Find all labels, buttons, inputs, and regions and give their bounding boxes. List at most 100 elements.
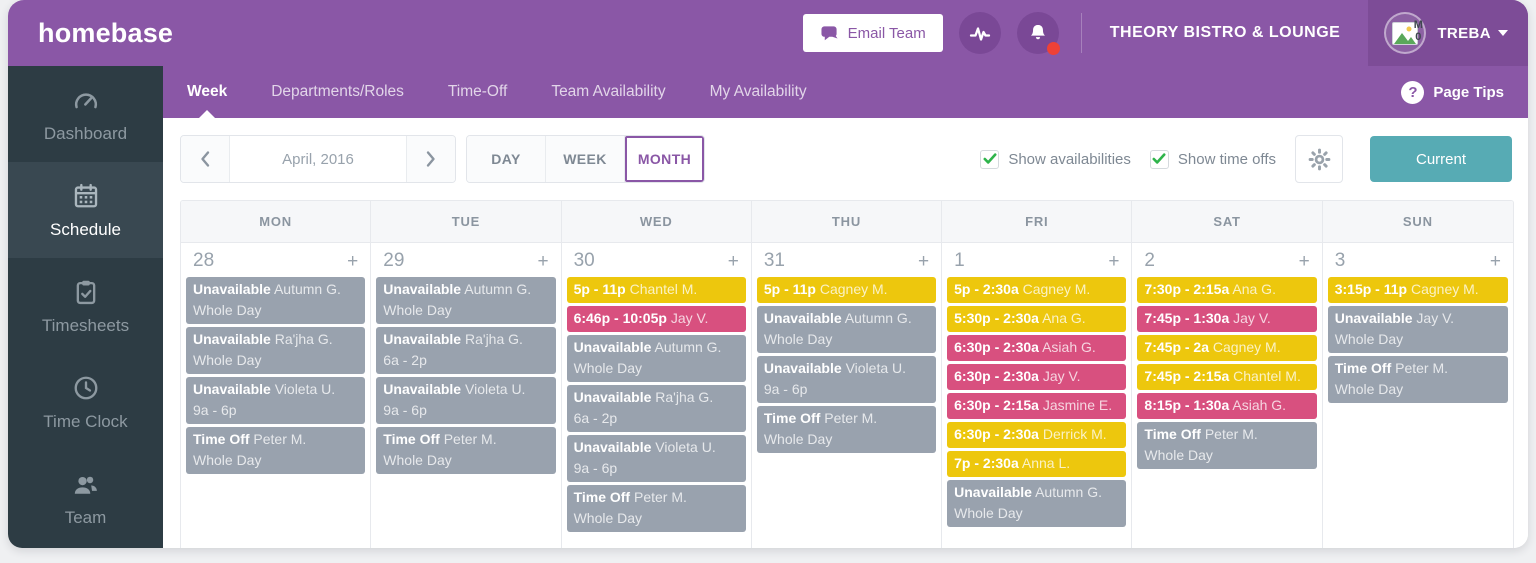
event-detail: Whole Day (763, 431, 833, 447)
day-header-thu: THU (752, 201, 943, 242)
unavailable-event[interactable]: Unavailable Ra'jha G. 6a - 2p (376, 327, 556, 374)
shift-event[interactable]: 7:30p - 2:15a Ana G. (1137, 277, 1317, 303)
sidebar-item-team[interactable]: Team (8, 450, 163, 546)
shift-event[interactable]: 5p - 11p Chantel M. (566, 277, 746, 303)
day-cell-top: 3 + (1323, 243, 1513, 277)
add-shift-button[interactable]: + (347, 250, 359, 272)
event-detail: 9a - 6p (383, 402, 427, 418)
activity-pulse-button[interactable] (958, 12, 1001, 54)
time-off-event[interactable]: Time Off Peter M. Whole Day (756, 406, 937, 453)
unavailable-event[interactable]: Unavailable Autumn G. Whole Day (947, 480, 1127, 527)
unavailable-event[interactable]: Unavailable Autumn G. Whole Day (566, 335, 746, 382)
sidebar-item-time-clock[interactable]: Time Clock (8, 354, 163, 450)
subnav-tabs: Week Departments/Roles Time-Off Team Availa… (187, 66, 807, 118)
current-button[interactable]: Current (1370, 136, 1512, 182)
unavailable-event[interactable]: Unavailable Ra'jha G. 6a - 2p (566, 385, 746, 432)
prev-month-button[interactable] (181, 136, 229, 182)
event-bold-text: 3:15p - 11p (1334, 281, 1408, 297)
time-off-event[interactable]: Time Off Peter M. Whole Day (1137, 422, 1317, 469)
chat-bubble-icon (820, 25, 839, 42)
settings-button[interactable] (1295, 135, 1343, 183)
unavailable-event[interactable]: Unavailable Jay V. Whole Day (1327, 306, 1508, 353)
event-person-name: Peter M. (824, 410, 878, 426)
unavailable-event[interactable]: Unavailable Autumn G. Whole Day (756, 306, 937, 353)
tab-team-availability[interactable]: Team Availability (551, 83, 666, 100)
unavailable-event[interactable]: Unavailable Violeta U. 9a - 6p (756, 356, 937, 403)
checkbox-show-time-offs[interactable]: Show time offs (1149, 149, 1276, 169)
event-detail: Whole Day (193, 452, 262, 468)
day-number: 3 (1334, 250, 1346, 271)
shift-event[interactable]: 6:30p - 2:15a Jasmine E. (947, 393, 1127, 419)
add-shift-button[interactable]: + (537, 250, 549, 272)
event-person-name: Peter M. (253, 431, 307, 447)
tab-departments-roles[interactable]: Departments/Roles (271, 83, 404, 100)
event-person-name: Autumn G. (844, 310, 912, 326)
shift-event[interactable]: 5p - 2:30a Cagney M. (947, 277, 1127, 303)
notifications-button[interactable] (1016, 12, 1060, 55)
sidebar-item-label: Schedule (50, 219, 121, 239)
event-person-name: Violeta U. (465, 381, 526, 397)
page-tips-button[interactable]: ? Page Tips (1401, 80, 1504, 104)
event-bold-text: 5p - 11p (763, 281, 816, 297)
sidebar-item-schedule[interactable]: Schedule (8, 162, 163, 258)
sidebar-item-dashboard[interactable]: Dashboard (8, 66, 163, 162)
event-detail: Whole Day (1334, 381, 1404, 397)
shift-event[interactable]: 7:45p - 1:30a Jay V. (1137, 306, 1317, 332)
shift-event[interactable]: 6:30p - 2:30a Asiah G. (947, 335, 1127, 361)
event-bold-text: Unavailable (763, 360, 842, 376)
shift-event[interactable]: 6:30p - 2:30a Derrick M. (947, 422, 1127, 448)
event-bold-text: Unavailable (193, 281, 271, 297)
shift-event[interactable]: 5:30p - 2:30a Ana G. (947, 306, 1127, 332)
event-bold-text: Time Off (763, 410, 821, 426)
shift-event[interactable]: 7:45p - 2a Cagney M. (1137, 335, 1317, 361)
tab-my-availability[interactable]: My Availability (709, 83, 807, 100)
event-detail: 9a - 6p (193, 402, 237, 418)
event-person-name: Violeta U. (655, 439, 716, 455)
add-shift-button[interactable]: + (1489, 250, 1501, 272)
time-off-event[interactable]: Time Off Peter M. Whole Day (1327, 356, 1508, 403)
timesheet-icon (72, 277, 100, 307)
tab-time-off[interactable]: Time-Off (447, 83, 508, 100)
shift-event[interactable]: 7:45p - 2:15a Chantel M. (1137, 364, 1317, 390)
event-detail: Whole Day (193, 302, 262, 318)
view-button-week[interactable]: WEEK (546, 136, 625, 182)
add-shift-button[interactable]: + (1298, 250, 1310, 272)
event-bold-text: 7:45p - 2a (1144, 339, 1210, 355)
event-bold-text: Unavailable (573, 339, 652, 355)
email-team-button[interactable]: Email Team (802, 14, 943, 52)
unavailable-event[interactable]: Unavailable Autumn G. Whole Day (186, 277, 366, 324)
shift-event[interactable]: 6:30p - 2:30a Jay V. (947, 364, 1127, 390)
checkbox-show-availabilities[interactable]: Show availabilities (980, 149, 1131, 169)
day-header-sun: SUN (1402, 214, 1433, 229)
view-button-day[interactable]: DAY (467, 136, 546, 182)
date-range-label[interactable]: April, 2016 (229, 136, 407, 182)
shift-event[interactable]: 3:15p - 11p Cagney M. (1327, 277, 1508, 303)
time-off-event[interactable]: Time Off Peter M. Whole Day (566, 485, 746, 532)
time-off-event[interactable]: Time Off Peter M. Whole Day (376, 427, 556, 474)
account-menu[interactable]: M0 TREBA (1368, 0, 1528, 66)
add-shift-button[interactable]: + (1108, 250, 1120, 272)
tab-week[interactable]: Week (187, 66, 227, 118)
unavailable-event[interactable]: Unavailable Violeta U. 9a - 6p (566, 435, 746, 482)
shift-event[interactable]: 6:46p - 10:05p Jay V. (566, 306, 746, 332)
unavailable-event[interactable]: Unavailable Violeta U. 9a - 6p (376, 377, 556, 424)
shift-event[interactable]: 8:15p - 1:30a Asiah G. (1137, 393, 1317, 419)
question-icon: ? (1401, 80, 1425, 104)
event-person-name: Violeta U. (845, 360, 907, 376)
event-person-name: Jay V. (1233, 310, 1271, 326)
event-bold-text: Unavailable (383, 281, 462, 297)
add-shift-button[interactable]: + (727, 250, 739, 272)
next-month-button[interactable] (407, 136, 455, 182)
time-off-event[interactable]: Time Off Peter M. Whole Day (186, 427, 366, 474)
day-cell-top: 30 + (562, 243, 751, 277)
event-bold-text: Unavailable (1334, 310, 1413, 326)
event-person-name: Derrick M. (1042, 426, 1107, 442)
unavailable-event[interactable]: Unavailable Ra'jha G. Whole Day (186, 327, 366, 374)
shift-event[interactable]: 5p - 11p Cagney M. (756, 277, 937, 303)
unavailable-event[interactable]: Unavailable Violeta U. 9a - 6p (186, 377, 366, 424)
add-shift-button[interactable]: + (918, 250, 930, 272)
view-button-month[interactable]: MONTH (625, 136, 704, 182)
sidebar-item-timesheets[interactable]: Timesheets (8, 258, 163, 354)
shift-event[interactable]: 7p - 2:30a Anna L. (947, 451, 1127, 477)
unavailable-event[interactable]: Unavailable Autumn G. Whole Day (376, 277, 556, 324)
